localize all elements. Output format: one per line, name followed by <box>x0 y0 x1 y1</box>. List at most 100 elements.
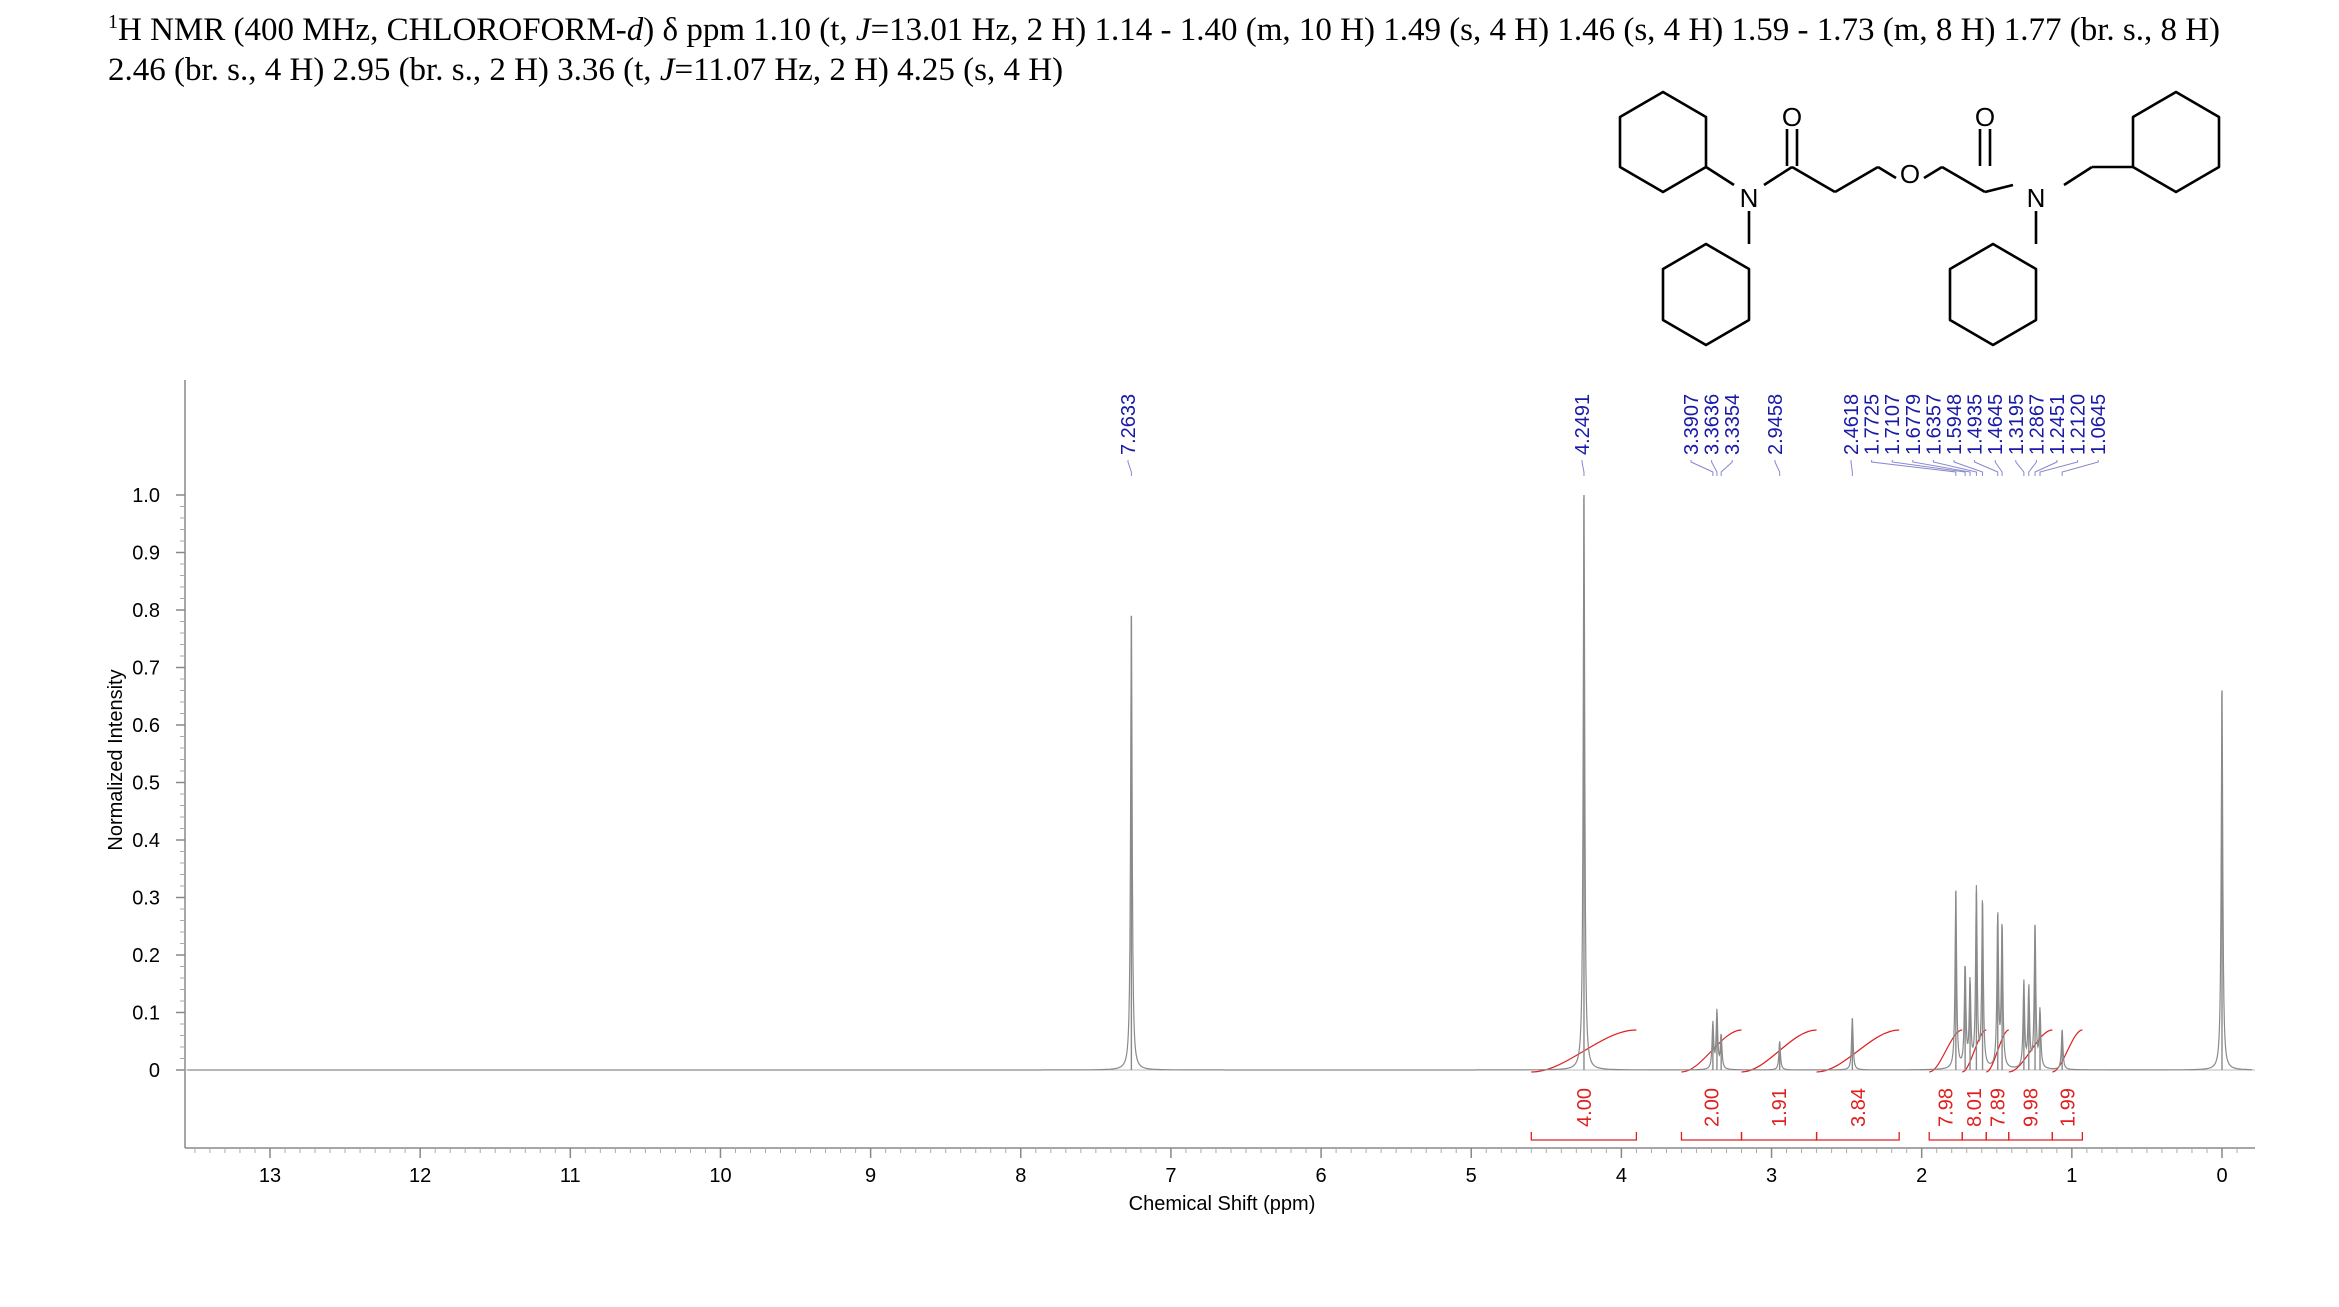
peak-label: 1.7107 <box>1882 394 1904 455</box>
header-italic-d: d <box>626 12 644 48</box>
x-tick-label: 11 <box>560 1165 581 1187</box>
peak-leader-line <box>2061 460 2099 476</box>
integration-bracket <box>1680 1132 1743 1141</box>
x-tick-label: 8 <box>1015 1165 1026 1187</box>
peak-label: 1.2451 <box>2047 394 2069 455</box>
peak-label: 3.3907 <box>1681 394 1703 455</box>
peak-leader-line <box>1974 460 1999 476</box>
integration-bracket <box>2008 1132 2053 1141</box>
x-tick-label: 7 <box>1165 1165 1176 1187</box>
integration-bracket <box>1985 1132 2010 1141</box>
peak-label: 1.0645 <box>2088 394 2110 455</box>
peak-leader-line <box>1953 460 1984 476</box>
cyclohexyl-ring-top-left <box>1618 90 1708 194</box>
integration-label: 8.01 <box>1964 1088 1986 1127</box>
peak-label: 1.6357 <box>1923 394 1945 455</box>
spectrum-trace <box>187 495 2252 1071</box>
x-tick-label: 5 <box>1466 1165 1477 1187</box>
y-tick-label: 0.7 <box>132 658 160 680</box>
peak-label: 2.9458 <box>1765 394 1787 455</box>
y-tick-label: 1.0 <box>132 485 160 507</box>
cyclohexyl-ring-bottom-right <box>1948 242 2038 347</box>
y-tick-label: 0.1 <box>132 1003 160 1025</box>
peak-leader-line <box>2028 460 2037 476</box>
peak-leader-line <box>1711 460 1718 476</box>
integration-bracket <box>1815 1132 1900 1141</box>
header-part-3: =13.01 Hz, 2 H) 1.14 - 1.40 (m, 10 H) 1.… <box>108 12 2221 88</box>
peak-leader-line <box>1912 460 1971 476</box>
integration-regions: 4.00 2.00 1.91 3.84 7.98 8.01 7.89 9.98 1.99 <box>1530 1029 2084 1141</box>
atom-o-ether: O <box>1900 159 1920 189</box>
peak-leader-line <box>2034 460 2058 476</box>
header-part-4: =11.07 Hz, 2 H) 4.25 (s, 4 H) <box>674 52 1064 88</box>
y-tick-label: 0.5 <box>132 773 160 795</box>
peak-label: 1.4645 <box>1985 394 2007 455</box>
peak-label: 1.7725 <box>1862 394 1884 455</box>
integration-bracket <box>1961 1132 1987 1141</box>
x-ticks: 13 12 11 10 9 8 7 6 5 4 3 2 1 0 <box>194 1148 2238 1187</box>
x-tick-label: 0 <box>2216 1165 2227 1187</box>
peak-label: 1.4935 <box>1965 394 1987 455</box>
peak-leader-line <box>2039 460 2079 476</box>
peak-leader-line <box>1720 460 1733 476</box>
atom-o-left: O <box>1782 102 1802 132</box>
peak-label: 1.2867 <box>2026 394 2048 455</box>
x-tick-label: 9 <box>865 1165 876 1187</box>
integration-curve <box>1816 1029 1900 1073</box>
header-j-2: J <box>659 52 675 88</box>
y-tick-label: 0.4 <box>132 830 160 852</box>
header-part-1: H NMR (400 MHz, CHLOROFORM- <box>118 12 627 48</box>
spectrum-line <box>187 497 2252 1071</box>
peak-leader-line <box>2015 460 2025 476</box>
x-tick-label: 1 <box>2066 1165 2077 1187</box>
y-tick-label: 0.3 <box>132 888 160 910</box>
superscript-one: 1 <box>108 11 118 33</box>
header-part-2: ) δ ppm 1.10 (t, <box>643 12 856 48</box>
integration-bracket <box>1740 1132 1818 1141</box>
atom-o-right: O <box>1975 102 1995 132</box>
y-tick-label: 0.9 <box>132 543 160 565</box>
integration-bracket <box>1530 1132 1638 1141</box>
header-j-1: J <box>855 12 871 48</box>
integration-label: 3.84 <box>1848 1088 1870 1127</box>
peak-label: 1.2120 <box>2068 394 2090 455</box>
x-tick-label: 2 <box>1916 1165 1927 1187</box>
x-axis-title: Chemical Shift (ppm) <box>1129 1193 1316 1215</box>
spectrum-description: 1H NMR (400 MHz, CHLOROFORM-d) δ ppm 1.1… <box>108 10 2258 90</box>
integration-label: 7.89 <box>1988 1088 2010 1127</box>
x-tick-label: 13 <box>259 1165 281 1187</box>
peak-leader-line <box>1891 460 1966 476</box>
peak-leader-line <box>1127 460 1132 476</box>
x-tick-label: 12 <box>409 1165 431 1187</box>
peak-leader-line <box>1871 460 1957 476</box>
integration-bracket <box>1928 1132 1963 1141</box>
atom-n-left: N <box>1740 183 1759 213</box>
y-tick-label: 0.6 <box>132 715 160 737</box>
axes <box>184 380 2255 1149</box>
integration-label: 1.91 <box>1769 1088 1791 1127</box>
y-tick-label: 0.2 <box>132 945 160 967</box>
integration-label: 7.98 <box>1936 1088 1958 1127</box>
peak-leader-line <box>1581 460 1585 476</box>
peak-label: 3.3354 <box>1722 394 1744 455</box>
peak-label: 3.3636 <box>1702 394 1724 455</box>
integration-label: 1.99 <box>2057 1088 2079 1127</box>
peak-label: 1.3195 <box>2006 394 2028 455</box>
x-tick-label: 10 <box>709 1165 731 1187</box>
integration-curve <box>2052 1029 2083 1073</box>
peak-leader-line <box>1774 460 1781 476</box>
peak-leader-line <box>1690 460 1714 476</box>
peak-label: 1.6779 <box>1903 394 1925 455</box>
peak-leader-line <box>1850 460 1853 476</box>
integration-curve <box>2008 1029 2053 1073</box>
y-tick-label: 0.8 <box>132 600 160 622</box>
integration-curve <box>1929 1029 1963 1073</box>
y-tick-label: 0 <box>149 1060 160 1082</box>
integration-label: 4.00 <box>1574 1088 1596 1127</box>
x-tick-label: 3 <box>1766 1165 1777 1187</box>
integration-label: 2.00 <box>1701 1088 1723 1127</box>
atom-n-right: N <box>2027 183 2046 213</box>
y-axis-title: Normalized Intensity <box>105 669 127 850</box>
